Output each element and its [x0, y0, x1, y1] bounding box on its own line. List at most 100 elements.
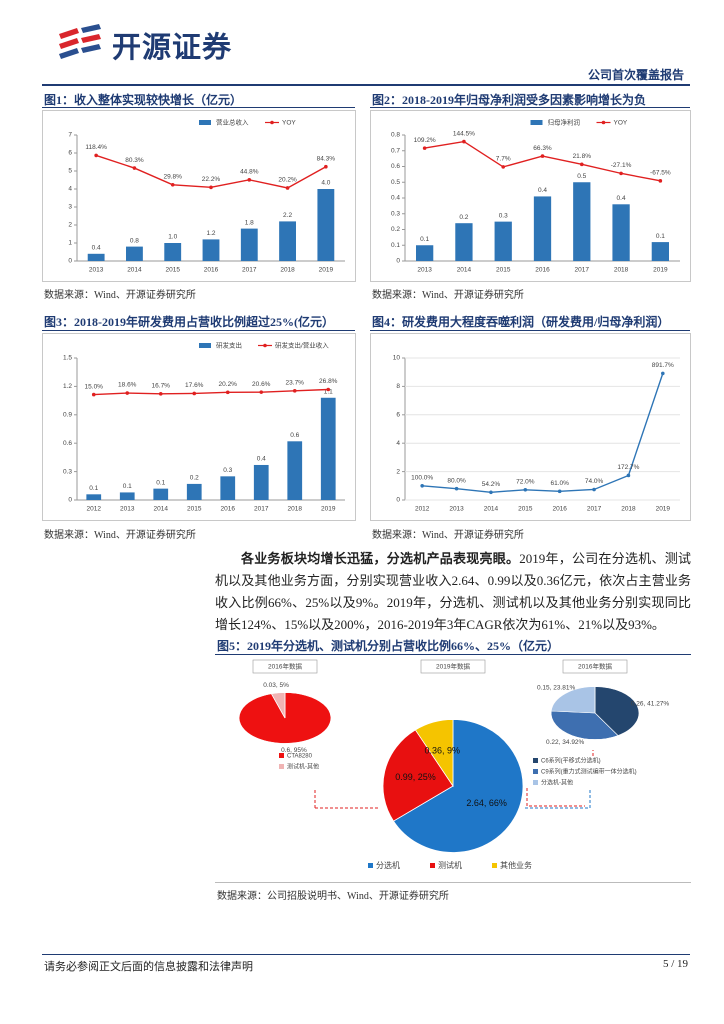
x-tick-label: 2014	[154, 506, 169, 513]
bar-label: 0.1	[89, 485, 98, 492]
bar	[86, 494, 102, 500]
figure-rule	[215, 882, 691, 883]
point-label: 7.7%	[496, 156, 511, 163]
x-tick-label: 2019	[653, 267, 668, 274]
x-tick-label: 2019	[321, 506, 336, 513]
y-tick-label: 0.2	[391, 226, 400, 233]
bar-label: 0.4	[538, 187, 547, 194]
bar	[220, 476, 236, 500]
bar	[202, 239, 220, 261]
y-tick-label: 6	[68, 150, 72, 157]
y-tick-label: 1.2	[63, 383, 72, 390]
legend-label: CTA8280	[287, 754, 313, 760]
report-type: 公司首次覆盖报告	[587, 68, 684, 82]
y-tick-label: 0	[396, 497, 400, 504]
point-label: -67.5%	[650, 170, 671, 177]
line-marker	[661, 371, 665, 376]
slice-label: 0.6, 95%	[281, 747, 307, 754]
figure-caption: 图5：2019年分选机、测试机分别占营收比例66%、25%（亿元）	[217, 639, 560, 653]
bar-label: 1.8	[245, 219, 254, 226]
bar-label: 0.2	[190, 475, 199, 482]
x-tick-label: 2015	[165, 267, 180, 274]
pie-title-box	[252, 659, 318, 674]
y-tick-label: 2	[396, 468, 400, 475]
x-tick-label: 2013	[449, 506, 464, 513]
pie	[550, 686, 640, 740]
bar-label: 0.1	[656, 233, 665, 240]
point-label: 15.0%	[85, 383, 104, 390]
x-tick-label: 2018	[288, 506, 303, 513]
line-marker	[557, 489, 562, 494]
point-label: 16.7%	[152, 383, 171, 390]
bar	[186, 483, 202, 500]
x-tick-label: 2014	[127, 267, 142, 274]
legend-label: YOY	[614, 120, 628, 127]
line-marker	[523, 487, 528, 492]
line-marker	[454, 486, 459, 491]
figure-caption: 图2：2018-2019年归母净利润受多因素影响增长为负	[372, 93, 646, 107]
legend-swatch	[533, 780, 538, 785]
x-tick-label: 2014	[484, 506, 499, 513]
legend-label: 测试机	[438, 860, 462, 870]
slice-label: 0.99, 25%	[395, 772, 436, 782]
legend-swatch	[530, 120, 543, 125]
legend-swatch	[270, 120, 274, 125]
x-tick-label: 2013	[417, 267, 432, 274]
bar	[253, 464, 269, 500]
pie	[382, 719, 524, 853]
bar-label: 0.1	[123, 483, 132, 490]
y-tick-label: 0.3	[63, 468, 72, 475]
line-marker	[462, 139, 466, 144]
chart: 0 0.3 0.6 0.9 1.2 1.5 2012 2013 2014 2015 2016 2017…	[42, 333, 356, 521]
point-label: 172.7%	[617, 464, 639, 471]
y-tick-label: 4	[68, 186, 72, 193]
point-label: 66.3%	[533, 145, 552, 152]
point-label: 80.0%	[447, 477, 466, 484]
bar	[533, 196, 552, 261]
y-tick-label: 0.1	[391, 242, 400, 249]
x-tick-label: 2015	[187, 506, 202, 513]
legend-label: 测试机-其他	[287, 763, 319, 771]
point-label: 20.6%	[252, 381, 271, 388]
point-label: 23.7%	[286, 380, 305, 387]
bar-label: 1.1	[324, 388, 333, 395]
point-label: 74.0%	[585, 478, 604, 485]
y-tick-label: 5	[68, 168, 72, 175]
pie-slice	[270, 692, 286, 719]
bar-label: 0.1	[156, 479, 165, 486]
legend-label: C9系列(重力式测试编带一体分选机)	[541, 768, 637, 776]
pie-slice	[414, 719, 454, 788]
point-label: 20.2%	[219, 381, 238, 388]
slice-label: 0.36, 9%	[424, 745, 460, 755]
x-tick-label: 2019	[319, 267, 334, 274]
x-tick-label: 2014	[457, 267, 472, 274]
bar	[87, 253, 105, 261]
legend-swatch	[492, 863, 497, 868]
bar	[320, 397, 336, 500]
line-marker	[125, 391, 130, 395]
x-tick-label: 2017	[242, 267, 257, 274]
slice-label: 0.15, 23.81%	[537, 685, 576, 692]
y-tick-label: 0.6	[63, 440, 72, 447]
y-tick-label: 4	[396, 440, 400, 447]
bar-label: 4.0	[321, 180, 330, 187]
bar	[317, 189, 335, 261]
line-marker	[324, 164, 328, 169]
point-label: 891.7%	[652, 362, 674, 369]
bar-label: 0.8	[130, 237, 139, 244]
paragraph-body: 2019年，公司在分选机、测试机以及其他业务方面，分别实现营业收入2.64、0.…	[215, 551, 691, 632]
logo-icon	[59, 24, 101, 59]
caption-rule	[215, 654, 691, 655]
y-tick-label: 0.9	[63, 412, 72, 419]
y-tick-label: 0	[396, 258, 400, 265]
y-tick-label: 8	[396, 383, 400, 390]
point-label: 44.8%	[240, 169, 259, 176]
y-tick-label: 10	[393, 355, 401, 362]
line-marker	[132, 166, 137, 170]
chart: 0 2 4 6 8 10 2012 2013 2014 2015 2016 2017 2018 2019 1…	[370, 333, 691, 521]
bar	[240, 228, 258, 261]
line-marker	[422, 146, 427, 150]
y-tick-label: 0	[68, 497, 72, 504]
logo-text: 开源证券	[112, 30, 233, 64]
x-tick-label: 2016	[204, 267, 219, 274]
